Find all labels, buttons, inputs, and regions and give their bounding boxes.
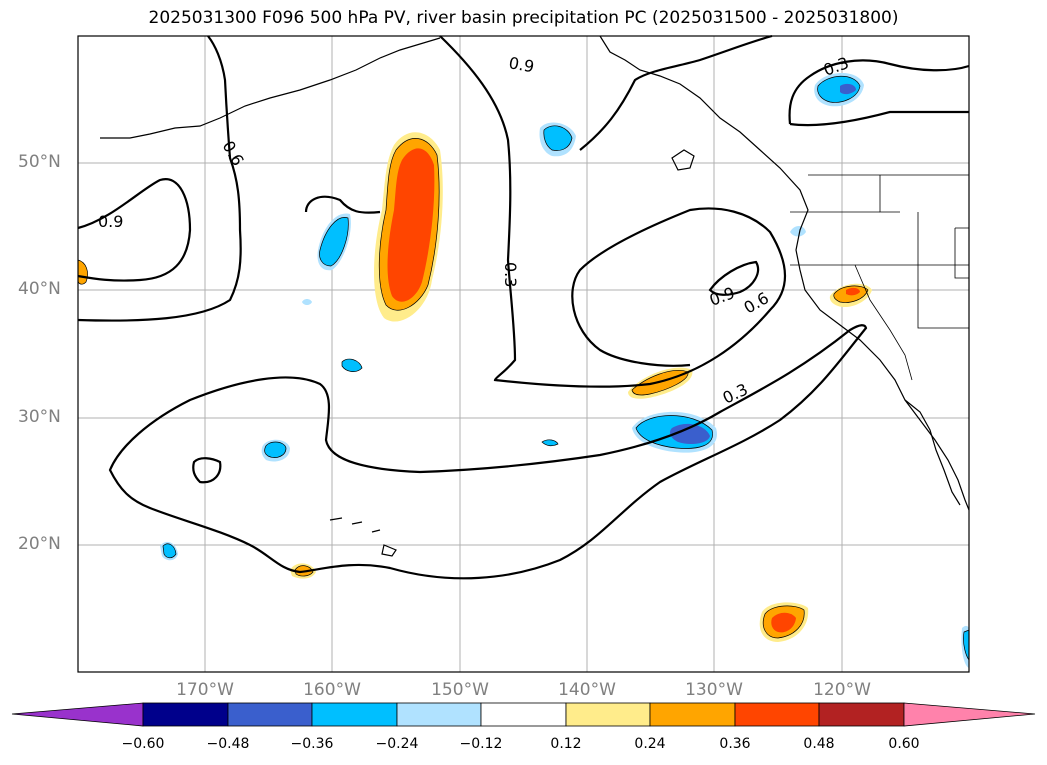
colorbar-tick-label: −0.12 [459, 736, 503, 752]
colorbar-segment [396, 702, 482, 727]
colorbar-extend-low [11, 702, 144, 727]
map-title: 2025031300 F096 500 hPa PV, river basin … [148, 8, 899, 28]
colorbar-tick-label: 0.60 [888, 736, 920, 752]
lat-tick-label: 20°N [18, 534, 61, 554]
colorbar-segment [311, 702, 398, 727]
contour-0.6-west [77, 35, 242, 322]
border-state-5 [954, 227, 969, 279]
colorbar-segment [734, 702, 820, 727]
colorbar-tick-label: 0.48 [803, 736, 835, 752]
precip-blob-hawaii-negative [261, 439, 290, 462]
lat-tick-label: 30°N [18, 407, 61, 427]
lon-tick-label: 120°W [813, 680, 871, 700]
lat-tick-label: 50°N [18, 152, 61, 172]
precip-blob-west-negative [317, 213, 351, 271]
colorbar [11, 702, 1036, 727]
contour-north-pacific [304, 195, 381, 214]
colorbar-segment [818, 702, 905, 727]
colorbar-tick-label: −0.60 [121, 736, 165, 752]
contour-0.3-south [108, 324, 868, 580]
colorbar-tick-label: −0.24 [375, 736, 419, 752]
gridlines [78, 36, 969, 672]
colorbar-tick-label: −0.36 [290, 736, 334, 752]
contour-0.3-central [439, 35, 787, 388]
colorbar-segment [649, 702, 736, 727]
precip-features [77, 72, 970, 668]
coast-island [671, 149, 695, 171]
contour-alaska [579, 34, 773, 151]
contour-bc-lower [789, 110, 969, 127]
contour-bc-upper [788, 59, 970, 125]
colorbar-tick-label: 0.24 [634, 736, 666, 752]
contour-label: 0.9 [507, 53, 535, 76]
border-state-3 [917, 212, 969, 329]
coast-aleutians-alaska [100, 37, 441, 139]
border-california [854, 264, 913, 381]
precip-blob-bc-negative [814, 72, 864, 107]
lon-tick-label: 130°W [685, 680, 743, 700]
pv-contours [77, 34, 970, 580]
contour-0.9-east [708, 260, 760, 296]
precip-blob-alaska-negative [539, 122, 576, 157]
map-frame [77, 35, 970, 673]
lon-tick-label: 140°W [558, 680, 616, 700]
map-panel: 0.9 0.6 0.9 0.3 0.9 0.6 0.3 0.3 [77, 34, 970, 673]
precip-blob-central-positive [759, 602, 809, 642]
coastlines [100, 35, 970, 557]
lon-tick-label: 170°W [176, 680, 234, 700]
coast-north-america [599, 35, 970, 511]
precip-blob-north-pacific-positive [374, 132, 443, 322]
lat-tick-label: 40°N [18, 279, 61, 299]
contour-small [192, 457, 222, 484]
colorbar-tick-label: −0.48 [206, 736, 250, 752]
colorbar-extend-high [903, 702, 1036, 727]
coast-baja [904, 399, 961, 506]
lon-tick-label: 160°W [303, 680, 361, 700]
colorbar-tick-label: 0.12 [550, 736, 582, 752]
borders [790, 174, 969, 381]
colorbar-segment [142, 702, 229, 727]
lon-tick-label: 150°W [431, 680, 489, 700]
contour-label: 0.9 [98, 212, 123, 231]
precip-blob-california-positive [829, 283, 872, 308]
colorbar-segment [480, 702, 567, 727]
contour-label: 0.3 [501, 262, 520, 287]
colorbar-tick-label: 0.36 [719, 736, 751, 752]
contour-0.9-west [77, 178, 192, 282]
colorbar-segment [565, 702, 651, 727]
colorbar-segment [227, 702, 313, 727]
coast-hawaii [329, 517, 397, 557]
